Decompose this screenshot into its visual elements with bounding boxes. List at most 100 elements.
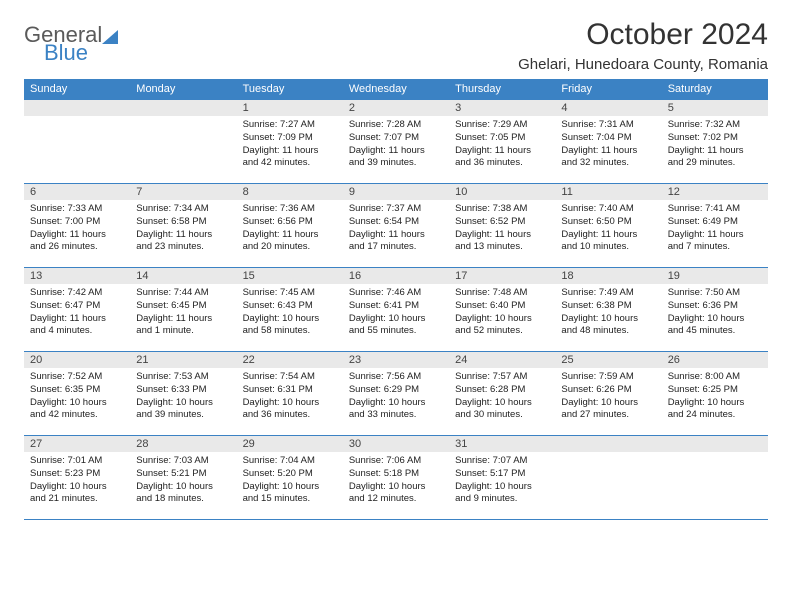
- daylight-text: Daylight: 10 hours and 45 minutes.: [668, 313, 762, 339]
- calendar-day-cell: 23Sunrise: 7:56 AMSunset: 6:29 PMDayligh…: [343, 352, 449, 436]
- sunrise-text: Sunrise: 7:52 AM: [30, 371, 124, 384]
- sunset-text: Sunset: 6:31 PM: [243, 384, 337, 397]
- sun-info: Sunrise: 7:04 AMSunset: 5:20 PMDaylight:…: [237, 452, 343, 510]
- sunrise-text: Sunrise: 7:40 AM: [561, 203, 655, 216]
- sunset-text: Sunset: 7:09 PM: [243, 132, 337, 145]
- sunrise-text: Sunrise: 7:42 AM: [30, 287, 124, 300]
- sunset-text: Sunset: 7:07 PM: [349, 132, 443, 145]
- day-number: 3: [449, 100, 555, 116]
- daylight-text: Daylight: 11 hours and 4 minutes.: [30, 313, 124, 339]
- sun-info: Sunrise: 7:03 AMSunset: 5:21 PMDaylight:…: [130, 452, 236, 510]
- daylight-text: Daylight: 11 hours and 29 minutes.: [668, 145, 762, 171]
- calendar-day-cell: 19Sunrise: 7:50 AMSunset: 6:36 PMDayligh…: [662, 268, 768, 352]
- sun-info: Sunrise: 7:37 AMSunset: 6:54 PMDaylight:…: [343, 200, 449, 258]
- sun-info: Sunrise: 7:53 AMSunset: 6:33 PMDaylight:…: [130, 368, 236, 426]
- sunrise-text: Sunrise: 7:34 AM: [136, 203, 230, 216]
- weekday-header: Thursday: [449, 79, 555, 100]
- daylight-text: Daylight: 10 hours and 9 minutes.: [455, 481, 549, 507]
- sun-info: Sunrise: 7:46 AMSunset: 6:41 PMDaylight:…: [343, 284, 449, 342]
- day-number: 5: [662, 100, 768, 116]
- daylight-text: Daylight: 11 hours and 23 minutes.: [136, 229, 230, 255]
- daylight-text: Daylight: 10 hours and 30 minutes.: [455, 397, 549, 423]
- sun-info: Sunrise: 7:44 AMSunset: 6:45 PMDaylight:…: [130, 284, 236, 342]
- sunset-text: Sunset: 6:38 PM: [561, 300, 655, 313]
- day-number: 26: [662, 352, 768, 368]
- sunrise-text: Sunrise: 7:53 AM: [136, 371, 230, 384]
- day-number: 18: [555, 268, 661, 284]
- calendar-day-cell: 14Sunrise: 7:44 AMSunset: 6:45 PMDayligh…: [130, 268, 236, 352]
- daylight-text: Daylight: 10 hours and 55 minutes.: [349, 313, 443, 339]
- day-number: 7: [130, 184, 236, 200]
- daylight-text: Daylight: 10 hours and 48 minutes.: [561, 313, 655, 339]
- header: General Blue October 2024 Ghelari, Huned…: [24, 18, 768, 73]
- sun-info: Sunrise: 7:49 AMSunset: 6:38 PMDaylight:…: [555, 284, 661, 342]
- sunset-text: Sunset: 6:40 PM: [455, 300, 549, 313]
- calendar-day-cell: 17Sunrise: 7:48 AMSunset: 6:40 PMDayligh…: [449, 268, 555, 352]
- sunrise-text: Sunrise: 8:00 AM: [668, 371, 762, 384]
- sun-info: Sunrise: 7:33 AMSunset: 7:00 PMDaylight:…: [24, 200, 130, 258]
- calendar-day-cell: 1Sunrise: 7:27 AMSunset: 7:09 PMDaylight…: [237, 100, 343, 184]
- sunrise-text: Sunrise: 7:48 AM: [455, 287, 549, 300]
- calendar-day-cell: 20Sunrise: 7:52 AMSunset: 6:35 PMDayligh…: [24, 352, 130, 436]
- sunset-text: Sunset: 6:25 PM: [668, 384, 762, 397]
- sun-info: Sunrise: 7:50 AMSunset: 6:36 PMDaylight:…: [662, 284, 768, 342]
- calendar-day-cell: 7 Sunrise: 7:34 AMSunset: 6:58 PMDaylight…: [130, 184, 236, 268]
- weekday-header-row: Sunday Monday Tuesday Wednesday Thursday…: [24, 79, 768, 100]
- day-number: 29: [237, 436, 343, 452]
- day-number: 10: [449, 184, 555, 200]
- sun-info: Sunrise: 7:31 AMSunset: 7:04 PMDaylight:…: [555, 116, 661, 174]
- sunset-text: Sunset: 6:36 PM: [668, 300, 762, 313]
- sunset-text: Sunset: 6:41 PM: [349, 300, 443, 313]
- calendar-day-cell: 15Sunrise: 7:45 AMSunset: 6:43 PMDayligh…: [237, 268, 343, 352]
- weekday-header: Saturday: [662, 79, 768, 100]
- sunrise-text: Sunrise: 7:03 AM: [136, 455, 230, 468]
- sun-info: Sunrise: 7:48 AMSunset: 6:40 PMDaylight:…: [449, 284, 555, 342]
- daylight-text: Daylight: 10 hours and 42 minutes.: [30, 397, 124, 423]
- sun-info: Sunrise: 7:40 AMSunset: 6:50 PMDaylight:…: [555, 200, 661, 258]
- sunrise-text: Sunrise: 7:01 AM: [30, 455, 124, 468]
- sun-info: Sunrise: 7:38 AMSunset: 6:52 PMDaylight:…: [449, 200, 555, 258]
- sun-info: Sunrise: 7:42 AMSunset: 6:47 PMDaylight:…: [24, 284, 130, 342]
- sun-info: Sunrise: 7:52 AMSunset: 6:35 PMDaylight:…: [24, 368, 130, 426]
- sunset-text: Sunset: 6:47 PM: [30, 300, 124, 313]
- calendar-day-cell: 26Sunrise: 8:00 AMSunset: 6:25 PMDayligh…: [662, 352, 768, 436]
- daylight-text: Daylight: 11 hours and 32 minutes.: [561, 145, 655, 171]
- calendar-day-cell: 13Sunrise: 7:42 AMSunset: 6:47 PMDayligh…: [24, 268, 130, 352]
- sunrise-text: Sunrise: 7:56 AM: [349, 371, 443, 384]
- sunrise-text: Sunrise: 7:31 AM: [561, 119, 655, 132]
- calendar-week-row: 1Sunrise: 7:27 AMSunset: 7:09 PMDaylight…: [24, 100, 768, 184]
- sunrise-text: Sunrise: 7:50 AM: [668, 287, 762, 300]
- daylight-text: Daylight: 10 hours and 18 minutes.: [136, 481, 230, 507]
- calendar-day-cell: [24, 100, 130, 184]
- day-number: 21: [130, 352, 236, 368]
- sunset-text: Sunset: 6:58 PM: [136, 216, 230, 229]
- daylight-text: Daylight: 10 hours and 12 minutes.: [349, 481, 443, 507]
- sun-info: Sunrise: 7:59 AMSunset: 6:26 PMDaylight:…: [555, 368, 661, 426]
- daylight-text: Daylight: 10 hours and 39 minutes.: [136, 397, 230, 423]
- sunset-text: Sunset: 6:43 PM: [243, 300, 337, 313]
- calendar-day-cell: [662, 436, 768, 520]
- calendar-day-cell: 5Sunrise: 7:32 AMSunset: 7:02 PMDaylight…: [662, 100, 768, 184]
- calendar-day-cell: 21Sunrise: 7:53 AMSunset: 6:33 PMDayligh…: [130, 352, 236, 436]
- daylight-text: Daylight: 10 hours and 15 minutes.: [243, 481, 337, 507]
- day-number: 23: [343, 352, 449, 368]
- day-number: 22: [237, 352, 343, 368]
- calendar-day-cell: 24Sunrise: 7:57 AMSunset: 6:28 PMDayligh…: [449, 352, 555, 436]
- sunset-text: Sunset: 5:23 PM: [30, 468, 124, 481]
- daylight-text: Daylight: 10 hours and 21 minutes.: [30, 481, 124, 507]
- calendar-day-cell: 18Sunrise: 7:49 AMSunset: 6:38 PMDayligh…: [555, 268, 661, 352]
- day-number-bar: [555, 436, 661, 452]
- calendar-day-cell: 25Sunrise: 7:59 AMSunset: 6:26 PMDayligh…: [555, 352, 661, 436]
- calendar-day-cell: 27Sunrise: 7:01 AMSunset: 5:23 PMDayligh…: [24, 436, 130, 520]
- sunrise-text: Sunrise: 7:33 AM: [30, 203, 124, 216]
- daylight-text: Daylight: 11 hours and 1 minute.: [136, 313, 230, 339]
- daylight-text: Daylight: 10 hours and 58 minutes.: [243, 313, 337, 339]
- daylight-text: Daylight: 10 hours and 27 minutes.: [561, 397, 655, 423]
- sunrise-text: Sunrise: 7:37 AM: [349, 203, 443, 216]
- daylight-text: Daylight: 11 hours and 17 minutes.: [349, 229, 443, 255]
- sunrise-text: Sunrise: 7:41 AM: [668, 203, 762, 216]
- sun-info: Sunrise: 7:41 AMSunset: 6:49 PMDaylight:…: [662, 200, 768, 258]
- sun-info: Sunrise: 8:00 AMSunset: 6:25 PMDaylight:…: [662, 368, 768, 426]
- sun-info: Sunrise: 7:29 AMSunset: 7:05 PMDaylight:…: [449, 116, 555, 174]
- day-number: 2: [343, 100, 449, 116]
